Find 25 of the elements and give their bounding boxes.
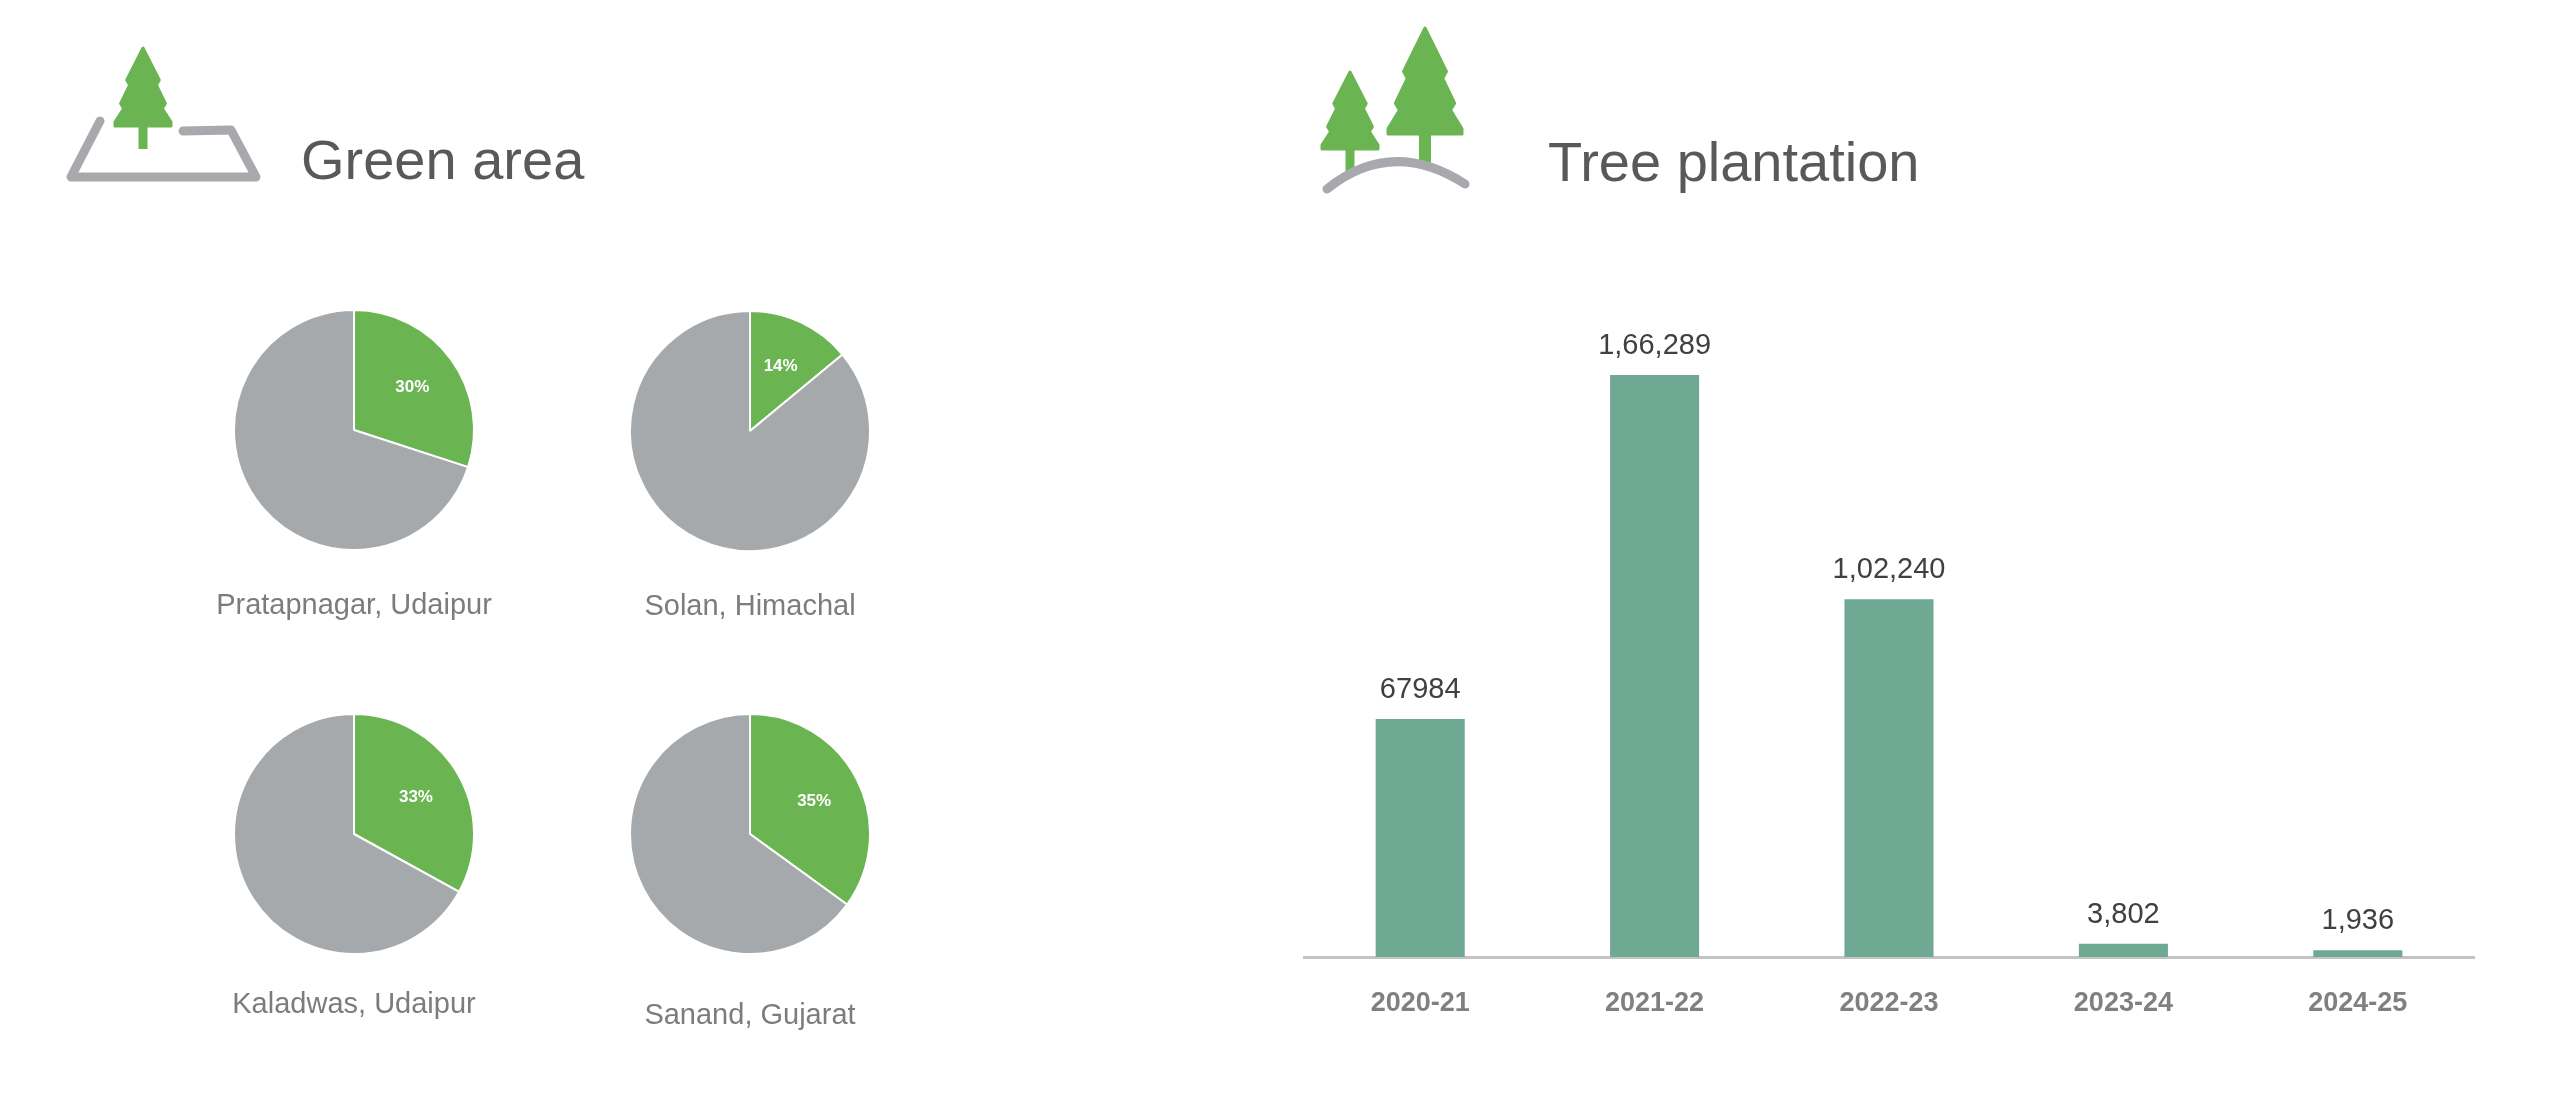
x-tick-label: 2021-22 <box>1605 986 1705 1017</box>
bar <box>1375 719 1465 957</box>
text: Sanand, Gujarat <box>643 998 857 1030</box>
text: Pratapnagar, Udaipur <box>215 588 493 620</box>
bar <box>2078 943 2168 957</box>
data-label: 1,66,289 <box>1598 328 1712 360</box>
bar <box>1610 375 1700 957</box>
text: Kaladwas, Udaipur <box>231 987 477 1019</box>
data-label: 1,02,240 <box>1832 552 1946 585</box>
x-tick-label: 2023-24 <box>2073 986 2173 1017</box>
data-label: 1,936 <box>2321 903 2395 936</box>
bar <box>1844 599 1934 957</box>
data-label: 14% <box>763 355 798 375</box>
data-label: 3,802 <box>2087 896 2160 929</box>
data-label: 67984 <box>1379 672 1461 705</box>
data-label: 30% <box>395 377 430 397</box>
data-label: 33% <box>398 787 433 807</box>
text: Green area <box>301 128 585 191</box>
x-tick-label: 2020-21 <box>1370 986 1470 1017</box>
x-tick-label: 2022-23 <box>1839 986 1939 1017</box>
data-label: 35% <box>797 791 832 810</box>
text: Solan, Himachal <box>643 589 857 621</box>
x-tick-label: 2024-25 <box>2308 986 2408 1017</box>
bar <box>2313 950 2403 957</box>
chart-title: Tree plantation <box>1548 130 1920 193</box>
